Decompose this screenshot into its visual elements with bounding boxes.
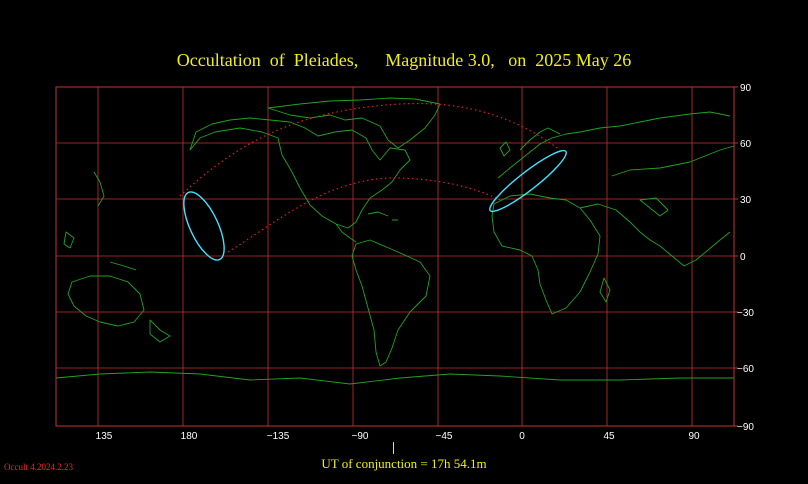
- lon-label: 180: [181, 431, 198, 442]
- west-visibility-ellipse: [183, 191, 225, 261]
- conjunction-marker: [393, 442, 394, 454]
- lon-label: 45: [603, 431, 615, 442]
- longitude-labels: 135 180 −135 −90 −45 0 45 90: [96, 431, 700, 442]
- lat-label: 90: [740, 83, 752, 94]
- latitude-labels: 90 60 30 0 −30 −60 −90: [737, 83, 754, 433]
- lon-label: 135: [96, 431, 113, 442]
- lon-label: 90: [688, 431, 700, 442]
- longitude-grid: [97, 87, 693, 426]
- coastlines: [55, 97, 735, 385]
- lon-label: −45: [436, 431, 453, 442]
- tick-marks: [734, 86, 738, 427]
- software-version: Occult 4.2024.2.23: [4, 462, 73, 472]
- latitude-grid: [56, 142, 734, 369]
- lat-label: −90: [737, 422, 754, 433]
- map-title: Occultation of Pleiades, Magnitude 3.0, …: [176, 50, 632, 70]
- lat-label: 0: [740, 252, 746, 263]
- conjunction-time: UT of conjunction = 17h 54.1m: [321, 456, 487, 471]
- lat-label: 30: [740, 195, 752, 206]
- map-frame: [55, 86, 735, 427]
- lon-label: −135: [267, 431, 290, 442]
- lon-label: −90: [352, 431, 369, 442]
- lon-label: 0: [519, 431, 525, 442]
- lat-label: 60: [740, 139, 752, 150]
- east-visibility-ellipse: [489, 149, 567, 213]
- path-limits: [179, 102, 561, 253]
- lat-label: −60: [737, 364, 754, 375]
- visibility-ellipses: [183, 149, 567, 261]
- lat-label: −30: [737, 308, 754, 319]
